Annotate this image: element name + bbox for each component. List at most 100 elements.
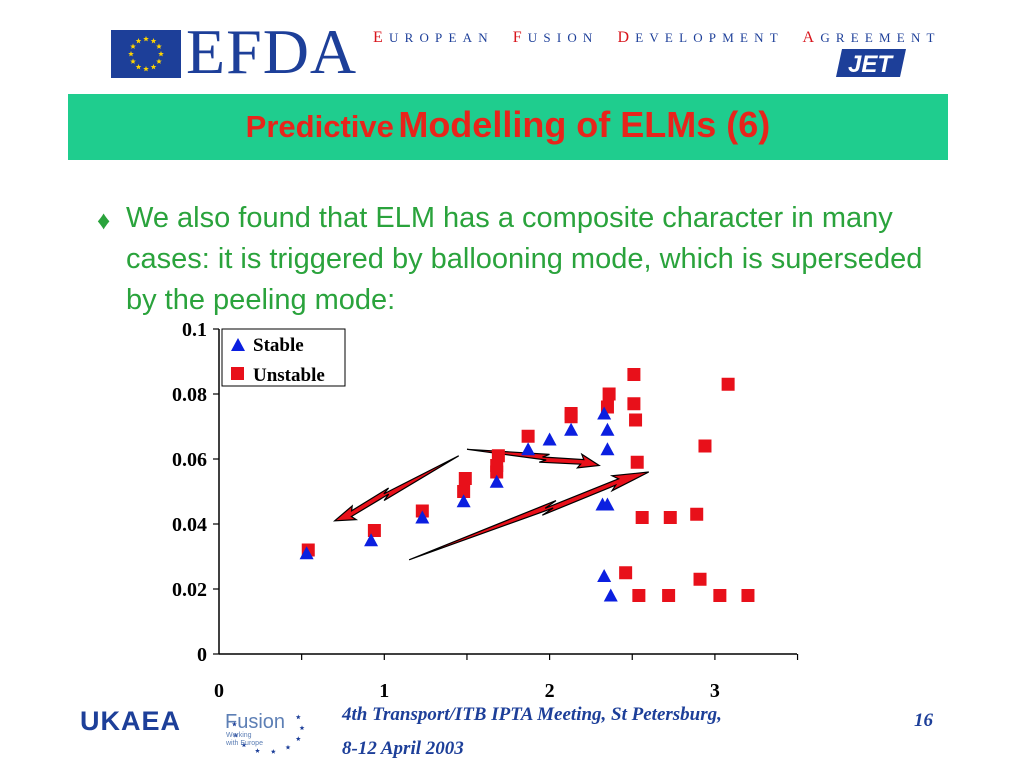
legend-stable-marker xyxy=(231,338,245,351)
zigzag-arrow xyxy=(332,455,460,522)
eu-star xyxy=(143,36,149,42)
unstable-point xyxy=(630,455,644,469)
initial-development: D xyxy=(617,29,636,46)
eu-star xyxy=(156,43,162,49)
unstable-point xyxy=(521,429,535,443)
stable-point xyxy=(603,588,618,602)
x-tick-label: 2 xyxy=(545,680,555,702)
x-tick-label: 1 xyxy=(379,680,389,702)
eu-star xyxy=(128,51,134,57)
fusion-star xyxy=(295,736,301,741)
fusion-star xyxy=(255,748,260,753)
eu-star xyxy=(130,58,136,64)
chart-axes xyxy=(218,329,797,655)
fusion-star xyxy=(295,714,301,720)
y-tick-label: 0.06 xyxy=(172,449,207,471)
chart-points xyxy=(299,368,755,602)
stable-point xyxy=(597,569,612,582)
unstable-point xyxy=(713,589,727,602)
unstable-point xyxy=(627,397,641,411)
unstable-point xyxy=(629,413,643,427)
fusion-stars-icon xyxy=(231,714,305,754)
diamond-bullet-icon: ♦ xyxy=(97,205,111,235)
eu-star xyxy=(130,43,136,49)
eu-star xyxy=(135,38,142,44)
legend-stable-label: Stable xyxy=(253,335,304,356)
fusion-star xyxy=(241,742,247,748)
eu-star xyxy=(150,63,157,70)
stable-point xyxy=(600,422,615,436)
bullet-point: ♦ We also found that ELM has a composite… xyxy=(97,198,937,321)
fusion-logo-sub2: with Europe xyxy=(226,740,263,747)
stable-point xyxy=(415,510,430,524)
y-tick-label: 0.04 xyxy=(172,514,207,536)
unstable-point xyxy=(457,485,471,498)
word-agreement: GREEMENT xyxy=(820,30,941,45)
fusion-star xyxy=(299,725,305,731)
word-development: EVELOPMENT xyxy=(635,30,784,45)
unstable-point xyxy=(693,572,707,586)
y-tick-label: 0.1 xyxy=(182,319,207,341)
word-fusion: USION xyxy=(527,30,599,45)
unstable-point xyxy=(602,387,616,401)
unstable-point xyxy=(663,511,677,524)
fusion-star xyxy=(270,749,276,754)
ukaea-logo: UKAEA xyxy=(80,706,182,736)
efda-full-name: EUROPEAN FUSION DEVELOPMENT AGREEMENT xyxy=(373,29,941,47)
zigzag-arrow xyxy=(466,448,601,469)
fusion-star xyxy=(285,744,291,750)
unstable-point xyxy=(627,368,641,381)
fusion-logo-sub1: Working xyxy=(226,732,252,739)
fusion-logo-text: Fusion xyxy=(225,711,286,733)
unstable-point xyxy=(367,524,381,537)
fusion-star xyxy=(231,721,237,727)
y-tick-label: 0.08 xyxy=(172,384,207,406)
fusion-star xyxy=(233,732,239,738)
chart-ticks: 0 0.02 0.04 0.06 0.08 0.1 0 1 2 3 xyxy=(172,319,799,702)
conference-line-2: 8-12 April 2003 xyxy=(342,738,464,759)
stable-point xyxy=(600,442,615,456)
unstable-point xyxy=(491,449,505,463)
eu-flag-logo xyxy=(111,30,181,78)
stable-point xyxy=(299,546,314,560)
eu-star xyxy=(143,66,149,72)
stable-point xyxy=(564,422,579,436)
zigzag-arrow xyxy=(408,471,650,561)
conference-line-1: 4th Transport/ITB IPTA Meeting, St Peter… xyxy=(342,704,722,725)
unstable-point xyxy=(741,589,755,602)
eu-star xyxy=(135,63,142,70)
unstable-point xyxy=(721,377,735,391)
y-tick-label: 0.02 xyxy=(172,579,207,601)
stable-point xyxy=(364,533,379,547)
chart-annotations xyxy=(332,448,650,561)
stable-point xyxy=(521,442,536,456)
jet-logo-text: JET xyxy=(848,51,894,78)
initial-agreement: A xyxy=(802,29,821,46)
x-tick-label: 0 xyxy=(214,680,224,702)
stable-point xyxy=(489,474,504,488)
y-tick-label: 0 xyxy=(197,644,207,666)
title-prefix: Predictive xyxy=(245,109,394,144)
stable-point xyxy=(456,494,471,508)
efda-logo-text: EFDA xyxy=(186,16,358,87)
unstable-point xyxy=(619,566,633,580)
eu-star xyxy=(150,38,157,44)
word-european: UROPEAN xyxy=(388,30,494,45)
eu-stars-icon xyxy=(128,36,164,72)
initial-fusion: F xyxy=(512,29,528,46)
unstable-point xyxy=(690,507,704,521)
title-bar: Predictive Modelling of ELMs (6) xyxy=(68,94,948,160)
chart-legend: Stable Unstable xyxy=(221,328,346,387)
unstable-point xyxy=(662,589,676,602)
stable-point xyxy=(597,406,612,420)
eu-star xyxy=(158,51,164,57)
unstable-point xyxy=(458,472,472,485)
jet-logo: JET xyxy=(836,49,906,78)
legend-unstable-marker xyxy=(231,367,244,380)
legend-unstable-label: Unstable xyxy=(253,365,325,386)
x-tick-label: 3 xyxy=(710,680,720,702)
unstable-point xyxy=(564,407,578,420)
slide-title: Predictive Modelling of ELMs (6) xyxy=(246,104,771,146)
unstable-point xyxy=(698,439,712,453)
